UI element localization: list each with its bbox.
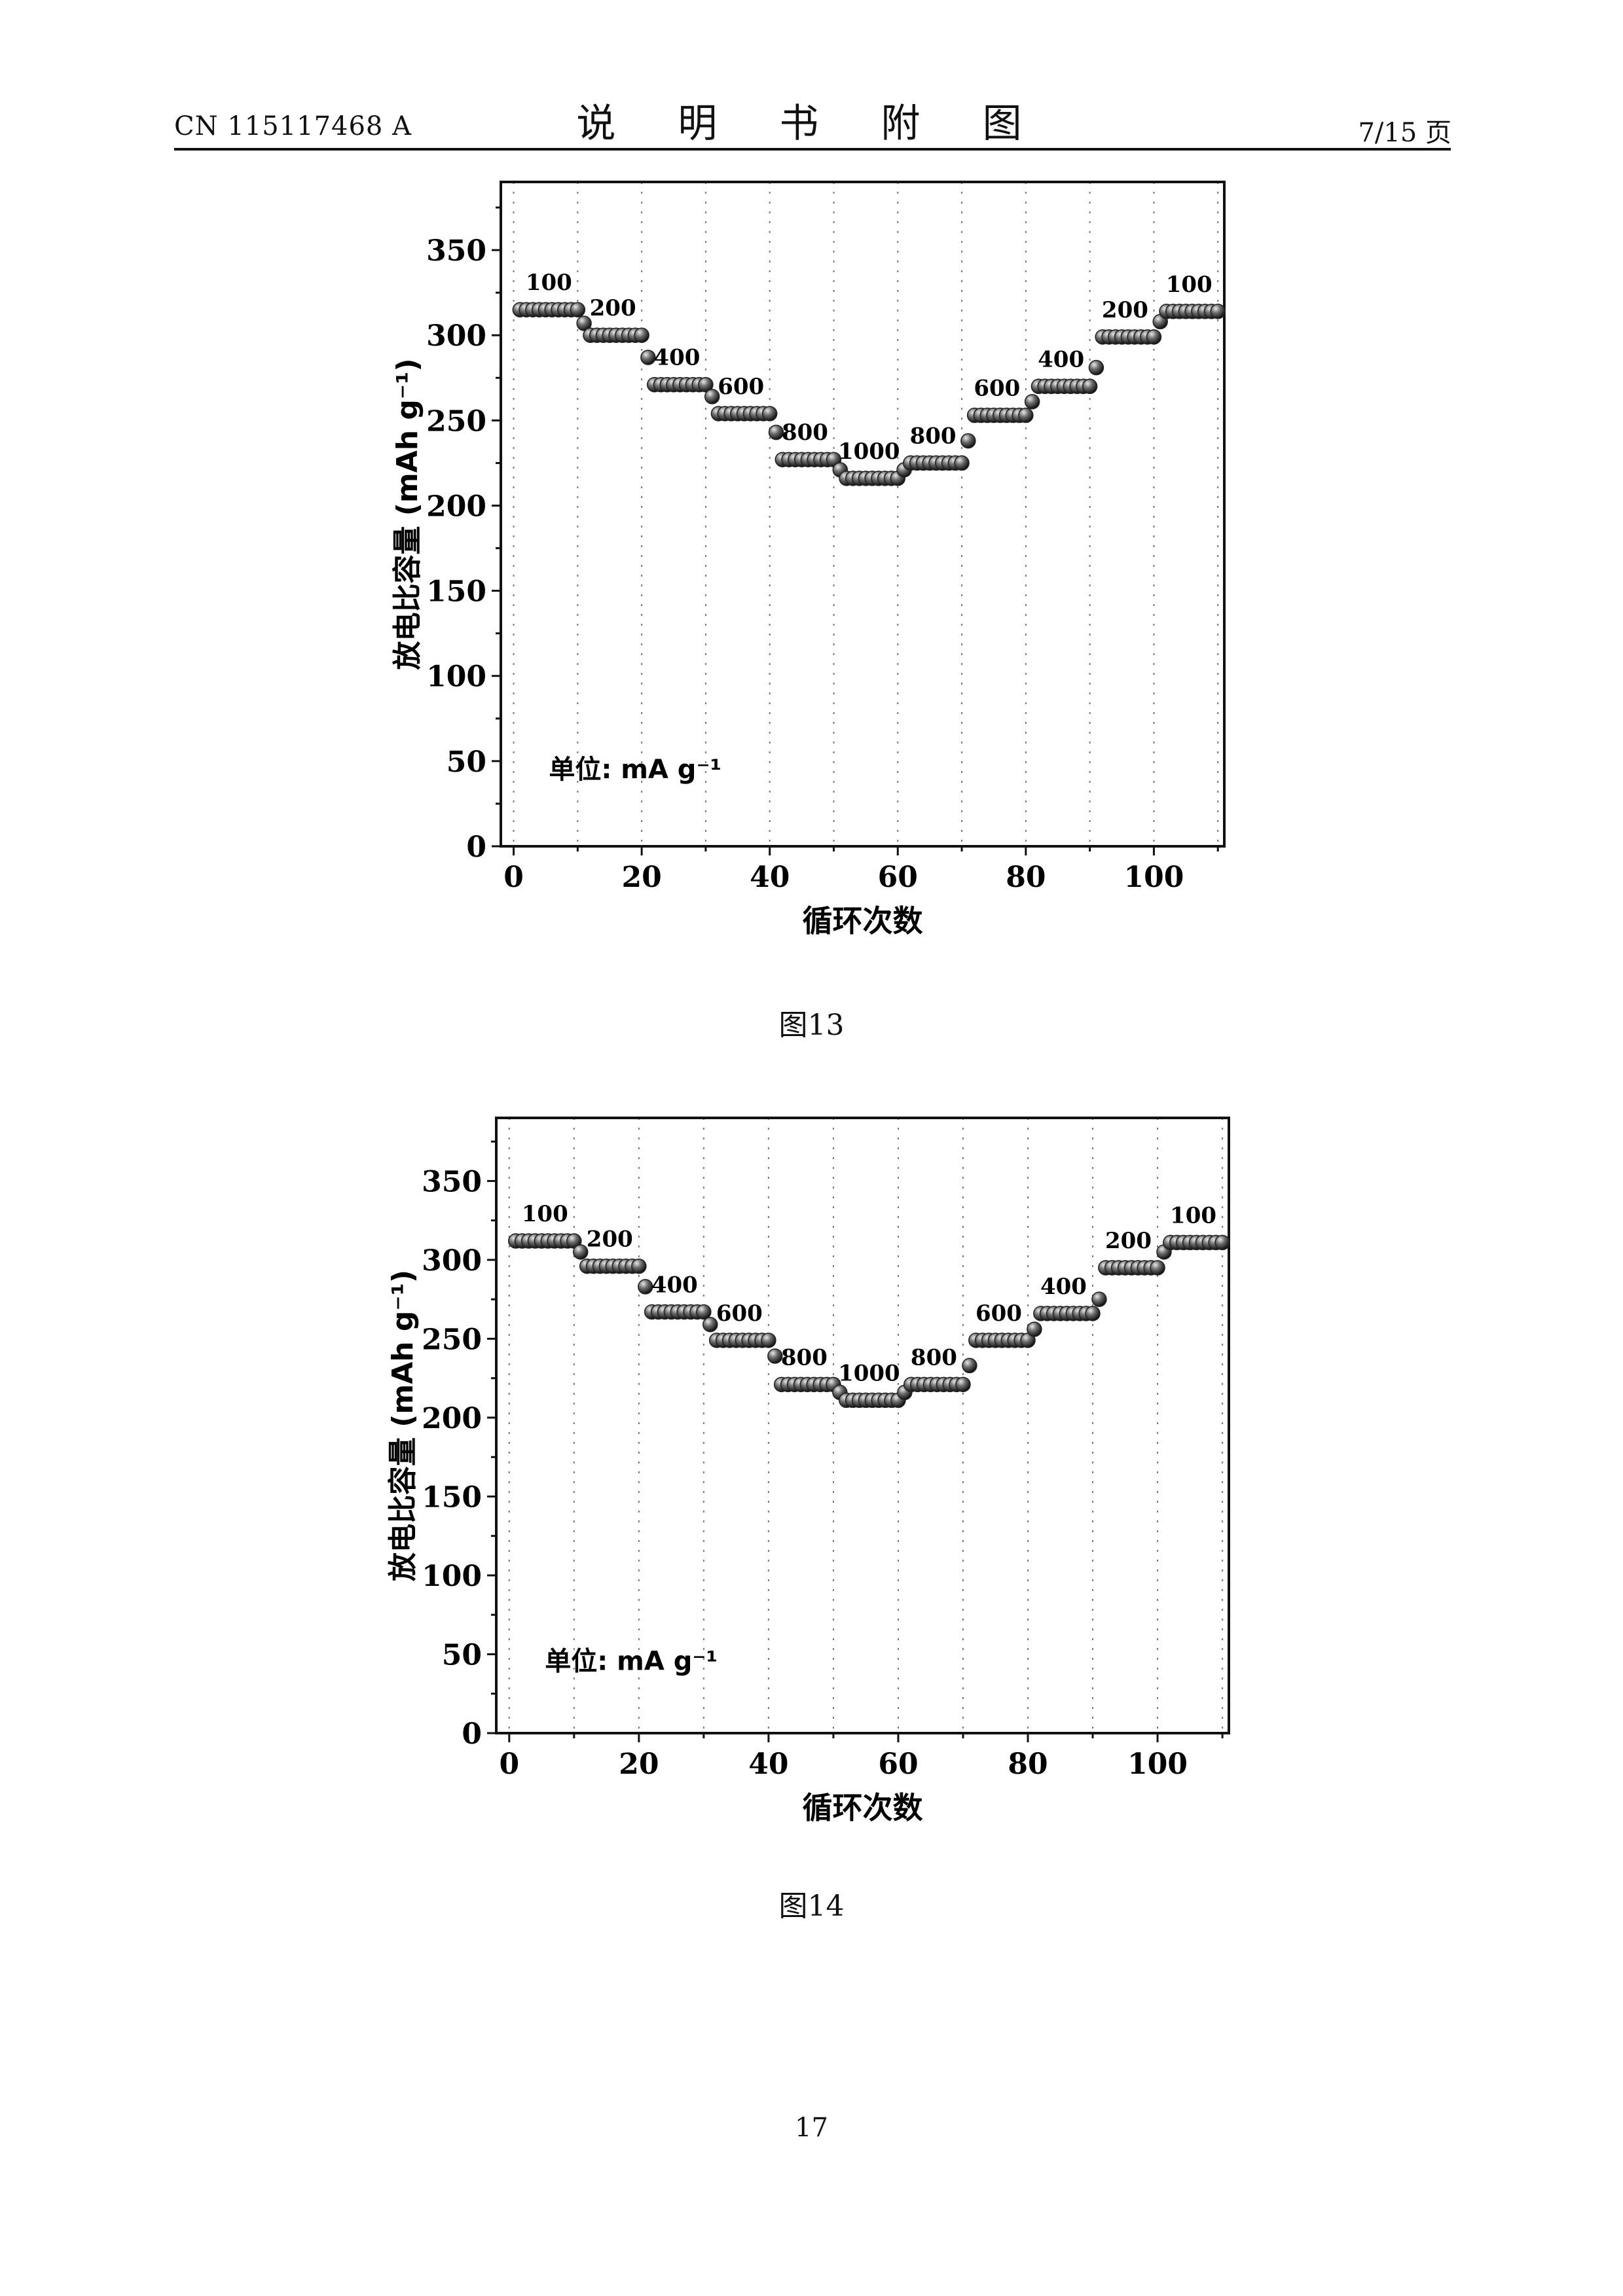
data-point <box>1082 378 1098 395</box>
current-density-label: 1000 <box>838 439 900 465</box>
y-tick-label: 250 <box>426 404 486 438</box>
y-tick-label: 100 <box>426 660 486 694</box>
data-point <box>698 376 714 393</box>
data-point <box>761 406 778 422</box>
x-tick-label: 0 <box>499 1748 519 1781</box>
x-tick-label: 40 <box>750 861 790 894</box>
current-density-label: 100 <box>1170 1202 1216 1229</box>
y-tick-label: 0 <box>462 1717 482 1751</box>
y-tick-label: 300 <box>426 319 486 353</box>
y-axis-label: 放电比容量 (mAh g⁻¹) <box>386 1270 420 1581</box>
header-rule <box>174 148 1451 151</box>
x-tick-label: 40 <box>748 1748 788 1781</box>
data-point <box>1214 1234 1230 1251</box>
x-tick-label: 60 <box>878 861 918 894</box>
data-point <box>702 1316 718 1333</box>
data-point <box>954 455 970 471</box>
data-point <box>1085 1306 1101 1321</box>
current-density-label: 100 <box>1166 272 1213 298</box>
y-axis-label: 放电比容量 (mAh g⁻¹) <box>391 358 424 670</box>
data-point <box>704 389 720 404</box>
data-point <box>570 302 586 317</box>
data-point <box>631 1258 647 1274</box>
data-point <box>761 1333 776 1348</box>
y-tick-label: 50 <box>447 745 486 779</box>
y-tick-label: 150 <box>426 575 486 609</box>
data-point <box>576 315 592 331</box>
data-point <box>1024 393 1040 410</box>
unit-annotation: 单位: mA g⁻¹ <box>549 755 721 785</box>
data-point <box>1210 304 1226 319</box>
y-tick-label: 50 <box>442 1638 482 1672</box>
x-tick-label: 100 <box>1127 1748 1188 1781</box>
x-tick-label: 100 <box>1124 861 1184 894</box>
current-density-label: 100 <box>526 270 572 296</box>
data-point <box>1150 1260 1165 1276</box>
current-density-label: 600 <box>716 1300 763 1327</box>
current-density-label: 200 <box>587 1227 633 1253</box>
current-density-label: 400 <box>1038 346 1084 372</box>
current-density-label: 400 <box>1040 1274 1087 1300</box>
figure-caption-14: 图14 <box>778 1890 845 1923</box>
data-point <box>960 433 976 449</box>
data-point <box>634 327 649 343</box>
data-point <box>1018 407 1034 423</box>
x-tick-label: 80 <box>1008 1748 1048 1781</box>
data-point <box>1088 359 1104 376</box>
data-point <box>962 1357 977 1374</box>
current-density-label: 600 <box>718 374 764 400</box>
rate-capability-chart-13: 0 50 100 150 200 250 300 350 0 20 40 60 80 100 循环次数 放电比… <box>391 181 1226 939</box>
current-density-label: 400 <box>653 345 700 371</box>
current-density-label: 800 <box>782 420 828 446</box>
y-tick-label: 0 <box>466 831 486 864</box>
current-density-label: 200 <box>590 295 636 321</box>
page-number: 17 <box>795 2113 828 2143</box>
section-title: 说 明 书 附 图 <box>576 101 1047 147</box>
x-tick-label: 20 <box>622 861 662 894</box>
x-tick-label: 0 <box>503 861 524 894</box>
data-point <box>768 424 784 440</box>
y-tick-label: 100 <box>422 1560 482 1593</box>
data-point <box>1146 329 1162 345</box>
current-density-label: 800 <box>910 423 957 449</box>
y-tick-label: 300 <box>422 1244 482 1278</box>
plot-frame <box>495 1117 1230 1734</box>
current-density-label: 200 <box>1105 1228 1152 1254</box>
figure-caption-13: 图13 <box>778 1009 845 1042</box>
data-point <box>572 1244 589 1260</box>
current-density-label: 200 <box>1102 297 1148 323</box>
y-tick-label: 350 <box>422 1165 482 1198</box>
current-density-label: 1000 <box>838 1360 900 1386</box>
current-density-label: 400 <box>651 1272 698 1298</box>
data-point <box>640 350 656 365</box>
x-axis-label: 循环次数 <box>803 1790 923 1825</box>
unit-annotation: 单位: mA g⁻¹ <box>545 1647 718 1677</box>
data-point <box>1091 1291 1107 1307</box>
current-density-label: 800 <box>781 1344 828 1371</box>
y-tick-label: 250 <box>422 1323 482 1356</box>
y-tick-label: 150 <box>422 1480 482 1514</box>
current-density-label: 600 <box>974 376 1020 402</box>
data-point <box>696 1304 712 1320</box>
page-fraction: 7/15 页 <box>1358 118 1451 148</box>
x-tick-label: 80 <box>1006 861 1046 894</box>
y-tick-label: 200 <box>426 490 486 523</box>
plot-frame <box>500 181 1226 848</box>
data-point <box>1027 1321 1042 1337</box>
data-point <box>955 1376 971 1393</box>
rate-capability-chart-14: 0 50 100 150 200 250 300 350 0 20 40 60 80 100 循环次数 放电比… <box>386 1117 1230 1825</box>
current-density-label: 800 <box>911 1344 957 1371</box>
data-point <box>638 1279 653 1295</box>
document-number: CN 115117468 A <box>174 111 412 141</box>
x-tick-label: 20 <box>619 1748 659 1781</box>
y-tick-label: 200 <box>422 1402 482 1435</box>
y-tick-label: 350 <box>426 234 486 268</box>
current-density-label: 100 <box>522 1201 568 1227</box>
current-density-label: 600 <box>976 1300 1022 1327</box>
x-axis-label: 循环次数 <box>803 903 923 939</box>
data-point <box>767 1348 783 1364</box>
x-tick-label: 60 <box>878 1748 918 1781</box>
